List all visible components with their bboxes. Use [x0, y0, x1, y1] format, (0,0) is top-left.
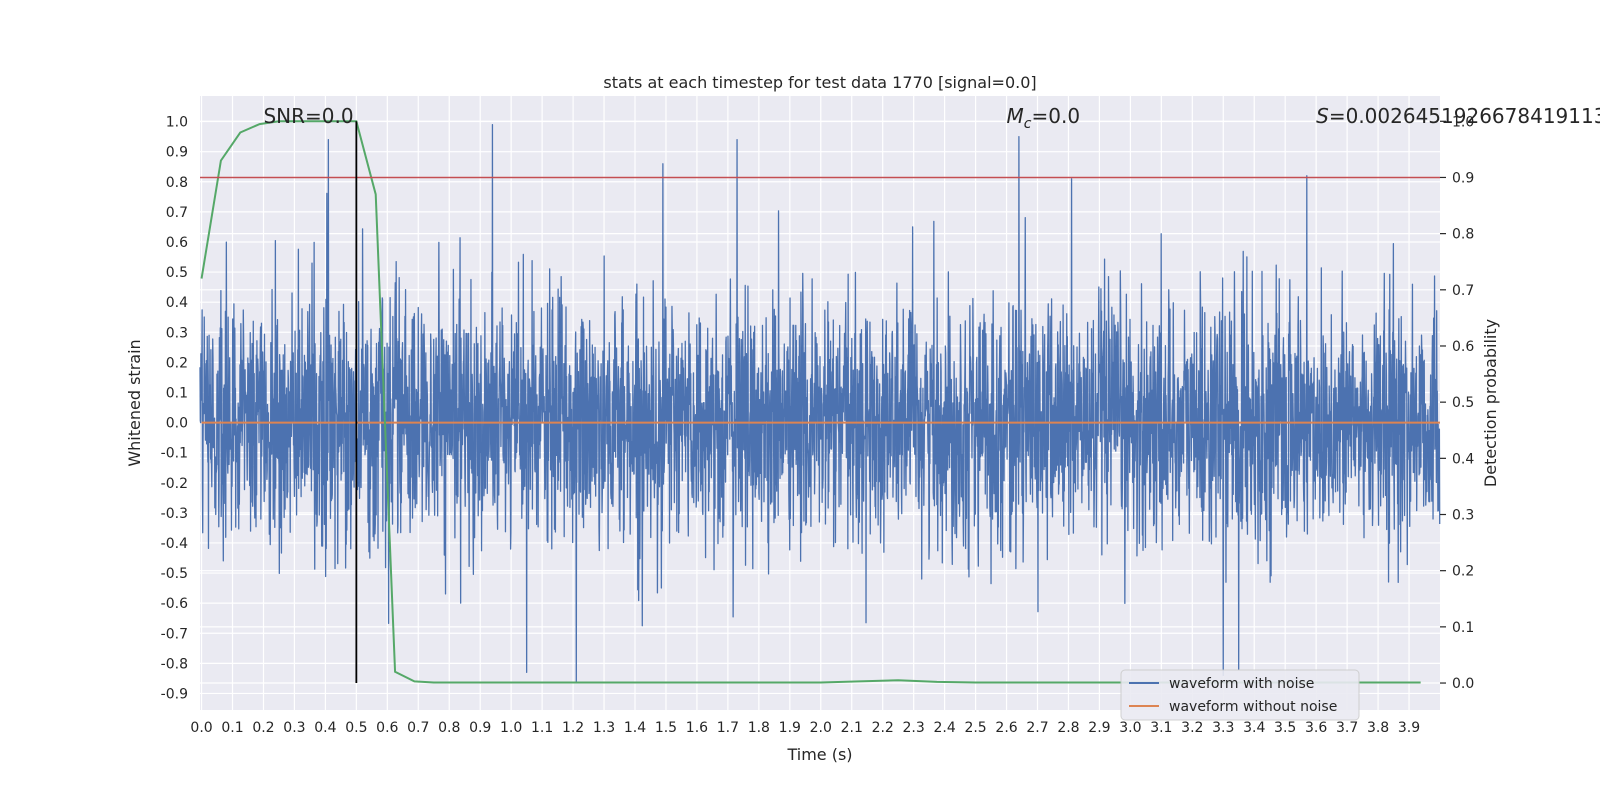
- annotation-chirp-mass-subscript: c: [1024, 116, 1032, 132]
- x-axis-ticks: 0.0 0.1 0.2 0.3 0.4 0.5 0.6 0.7 0.8 0.9 1.0 1.1 1.2 1…: [190, 720, 1420, 736]
- x-tick-label: 2.2: [872, 720, 894, 736]
- x-tick-label: 0.9: [469, 720, 491, 736]
- y-right-tick-label: 0.9: [1452, 170, 1474, 186]
- x-tick-label: 2.6: [995, 720, 1017, 736]
- y-left-tick-label: 0.5: [166, 265, 188, 281]
- x-tick-label: 0.2: [252, 720, 274, 736]
- x-tick-label: 2.4: [933, 720, 955, 736]
- y-left-tick-label: 0.3: [166, 325, 188, 341]
- x-tick-label: 3.3: [1212, 720, 1234, 736]
- y-right-tick-label: 0.4: [1452, 451, 1474, 467]
- x-tick-label: 1.4: [624, 720, 646, 736]
- x-tick-label: 0.3: [283, 720, 305, 736]
- y-left-tick-label: -0.2: [161, 476, 188, 492]
- y-left-tick-label: -0.1: [161, 446, 188, 462]
- annotation-chirp-mass: Mc=0.0: [1007, 104, 1081, 132]
- y-right-tick-label: 0.6: [1452, 339, 1474, 355]
- x-tick-label: 2.5: [964, 720, 986, 736]
- series-detection-probability: [200, 120, 1421, 684]
- y-right-axis-title: Detection probability: [1481, 319, 1500, 487]
- y-left-tick-label: 0.7: [166, 205, 188, 221]
- y-left-tick-label: -0.7: [161, 626, 188, 642]
- x-tick-label: 2.3: [903, 720, 925, 736]
- x-tick-label: 0.8: [438, 720, 460, 736]
- y-right-tick-label: 0.0: [1452, 676, 1474, 692]
- annotation-chirp-mass-symbol: M: [1007, 104, 1024, 128]
- series-waveform-with-noise: [199, 123, 1441, 683]
- y-left-tick-label: -0.3: [161, 506, 188, 522]
- y-right-tick-label: 0.8: [1452, 227, 1474, 243]
- annotation-snr: SNR=0.0: [263, 104, 353, 128]
- x-tick-label: 1.9: [779, 720, 801, 736]
- y-left-tick-label: -0.8: [161, 656, 188, 672]
- line-detection-probability: [200, 120, 1421, 684]
- y-right-tick-label: 1.0: [1452, 114, 1474, 130]
- y-left-tick-label: 0.6: [166, 235, 188, 251]
- line-waveform-with-noise: [199, 123, 1441, 683]
- x-tick-label: 1.8: [748, 720, 770, 736]
- x-tick-label: 2.1: [841, 720, 863, 736]
- y-left-tick-label: -0.4: [161, 536, 188, 552]
- annotation-s: S=0.0026451926678419113: [1316, 104, 1600, 128]
- y-left-tick-label: 0.9: [166, 145, 188, 161]
- y-right-tick-label: 0.5: [1452, 395, 1474, 411]
- x-tick-label: 0.5: [345, 720, 367, 736]
- x-tick-label: 0.7: [407, 720, 429, 736]
- x-tick-label: 1.0: [500, 720, 522, 736]
- y-left-tick-label: 0.0: [166, 416, 188, 432]
- x-tick-label: 3.2: [1181, 720, 1203, 736]
- x-tick-label: 3.6: [1305, 720, 1327, 736]
- annotations: SNR=0.0 Mc=0.0 S=0.0026451926678419113: [263, 104, 1600, 132]
- x-tick-label: 1.5: [655, 720, 677, 736]
- x-tick-label: 2.7: [1026, 720, 1048, 736]
- y-right-tick-label: 0.3: [1452, 508, 1474, 524]
- x-tick-label: 0.4: [314, 720, 336, 736]
- x-tick-label: 3.1: [1150, 720, 1172, 736]
- x-tick-label: 0.1: [221, 720, 243, 736]
- y-left-tick-label: -0.5: [161, 566, 188, 582]
- y-left-axis-ticks: 1.0 0.9 0.8 0.7 0.6 0.5 0.4 0.3 0.2 0.1 0.0 -0.1 -0.…: [161, 115, 188, 703]
- legend-label-clean: waveform without noise: [1169, 699, 1337, 715]
- annotation-s-symbol: S: [1316, 104, 1329, 128]
- x-tick-label: 3.0: [1119, 720, 1141, 736]
- y-left-tick-label: 0.2: [166, 355, 188, 371]
- legend-box: [1120, 669, 1360, 721]
- y-left-tick-label: -0.9: [161, 686, 188, 702]
- annotation-s-value: =0.0026451926678419113: [1329, 104, 1600, 128]
- y-right-axis-ticks: 1.0 0.9 0.8 0.7 0.6 0.5 0.4 0.3 0.2 0.1 0.0: [1440, 114, 1474, 692]
- legend-label-noise: waveform with noise: [1169, 676, 1314, 692]
- chart-title: stats at each timestep for test data 177…: [603, 73, 1036, 92]
- x-tick-label: 1.3: [593, 720, 615, 736]
- y-left-tick-label: 0.4: [166, 295, 188, 311]
- legend: waveform with noise waveform without noi…: [1120, 669, 1360, 721]
- x-tick-label: 3.4: [1243, 720, 1265, 736]
- y-left-axis-title: Whitened strain: [125, 339, 144, 466]
- x-tick-label: 2.0: [810, 720, 832, 736]
- y-right-tick-label: 0.7: [1452, 283, 1474, 299]
- y-left-tick-label: 0.8: [166, 175, 188, 191]
- x-tick-label: 3.7: [1336, 720, 1358, 736]
- x-tick-label: 0.6: [376, 720, 398, 736]
- x-tick-label: 1.2: [562, 720, 584, 736]
- x-tick-label: 3.8: [1367, 720, 1389, 736]
- x-axis-title: Time (s): [786, 745, 852, 764]
- x-tick-label: 1.7: [717, 720, 739, 736]
- x-tick-label: 3.5: [1274, 720, 1296, 736]
- x-tick-label: 1.6: [686, 720, 708, 736]
- x-tick-label: 1.1: [531, 720, 553, 736]
- y-right-tick-label: 0.1: [1452, 620, 1474, 636]
- x-tick-label: 0.0: [190, 720, 212, 736]
- y-left-tick-label: 0.1: [166, 385, 188, 401]
- y-left-tick-label: -0.6: [161, 596, 188, 612]
- x-tick-label: 2.9: [1088, 720, 1110, 736]
- y-left-tick-label: 1.0: [166, 115, 188, 131]
- annotation-chirp-mass-value: =0.0: [1032, 104, 1081, 128]
- y-right-tick-label: 0.2: [1452, 564, 1474, 580]
- x-tick-label: 3.9: [1398, 720, 1420, 736]
- x-tick-label: 2.8: [1057, 720, 1079, 736]
